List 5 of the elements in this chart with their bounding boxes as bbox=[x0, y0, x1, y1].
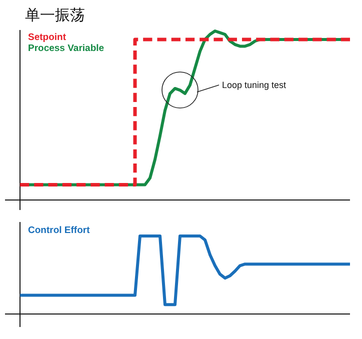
text: Control Effort bbox=[28, 225, 91, 236]
annotation: Loop tuning test bbox=[222, 80, 287, 90]
chart-title: 单一振荡 bbox=[25, 7, 85, 24]
text: Setpoint bbox=[28, 32, 67, 43]
text: Process Variable bbox=[28, 43, 104, 54]
